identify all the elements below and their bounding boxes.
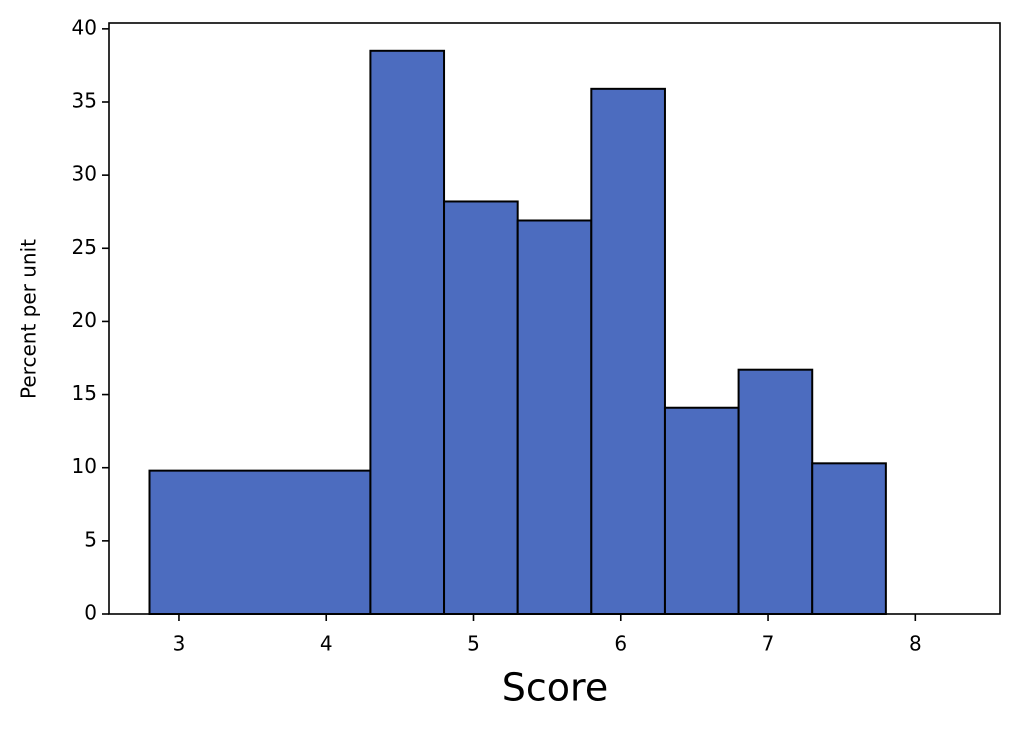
bar — [148, 469, 372, 615]
y-tick-label: 35 — [72, 88, 97, 112]
y-axis-label: Percent per unit — [17, 239, 41, 399]
bar — [737, 368, 814, 615]
y-tick-label: 40 — [72, 15, 97, 39]
x-axis-label: Score — [502, 666, 608, 710]
y-tick-label: 30 — [72, 162, 97, 186]
x-tick-label: 8 — [909, 632, 922, 656]
bar — [590, 87, 666, 615]
y-tick-label: 15 — [72, 381, 97, 405]
y-tick-label: 0 — [84, 601, 97, 625]
x-tick-label: 3 — [173, 632, 186, 656]
y-tick-label: 20 — [72, 308, 97, 332]
y-tick-label: 5 — [84, 527, 97, 551]
x-tick-label: 4 — [320, 632, 333, 656]
plot-frame — [108, 22, 1001, 615]
bar — [811, 462, 887, 615]
x-tick-label: 5 — [467, 632, 480, 656]
bar — [369, 49, 446, 615]
x-tick-label: 6 — [614, 632, 627, 656]
bar — [443, 200, 519, 615]
bar — [516, 219, 593, 616]
bar — [663, 406, 740, 615]
x-tick-label: 7 — [762, 632, 775, 656]
y-tick-label: 25 — [72, 235, 97, 259]
y-tick-label: 10 — [72, 454, 97, 478]
